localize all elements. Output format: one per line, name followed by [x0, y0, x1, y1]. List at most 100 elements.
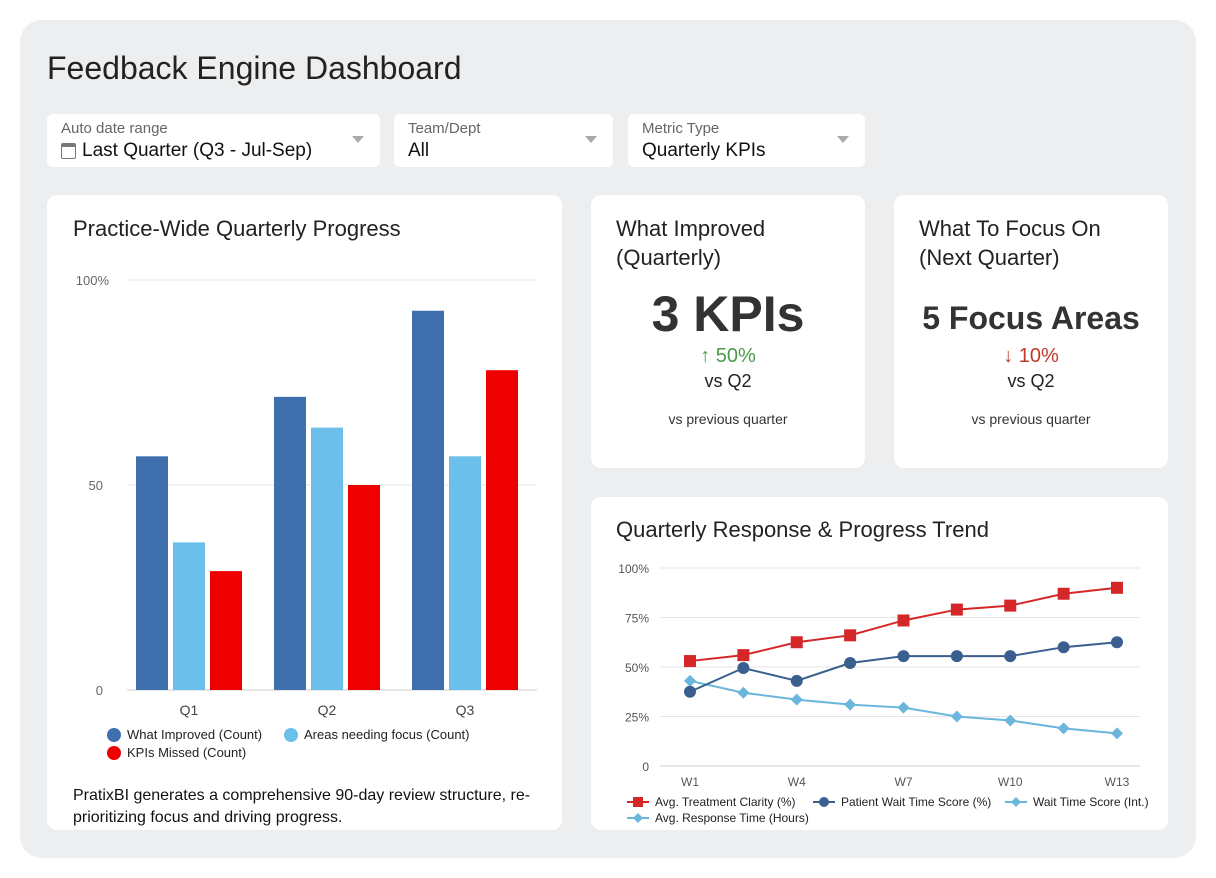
bar: [449, 456, 481, 690]
bar: [210, 571, 242, 690]
legend-item-what-improved: What Improved (Count): [107, 727, 262, 742]
legend-swatch: [284, 727, 298, 742]
data-point: [1057, 587, 1070, 600]
data-point: [1057, 722, 1070, 735]
legend-item-patient-wait: Patient Wait Time Score (%): [813, 795, 991, 809]
team-dept-label: Team/Dept: [408, 120, 481, 137]
description-text: PratixBI generates a comprehensive 90-da…: [73, 787, 531, 826]
card-title: What Improved (Quarterly): [616, 216, 766, 270]
x-tick-label: Q3: [456, 702, 475, 718]
y-tick-label: 100%: [76, 273, 110, 288]
line-chart: 0 25% 50% 75% 100% W1 W4 W7 W10 W13: [618, 562, 1140, 789]
data-point: [897, 650, 910, 663]
legend-swatch: [107, 745, 121, 760]
x-tick-label: W13: [1105, 775, 1130, 789]
kpi-note: vs previous quarter: [668, 411, 788, 427]
legend-swatch: [627, 797, 649, 807]
team-dept-dropdown[interactable]: Team/Dept All: [394, 114, 613, 167]
data-point: [737, 686, 750, 699]
card-title: What To Focus On (Next Quarter): [919, 216, 1101, 270]
legend-item-wait-time-int: Wait Time Score (Int.): [1005, 795, 1149, 809]
x-tick-label: Q2: [318, 702, 337, 718]
chevron-down-icon: [352, 136, 364, 143]
data-point: [790, 693, 803, 706]
legend-label: What Improved (Count): [127, 727, 263, 742]
calendar-icon: [61, 143, 76, 159]
data-point: [950, 603, 963, 616]
x-tick-label: W1: [681, 775, 699, 789]
legend-item-areas-focus: Areas needing focus (Count): [284, 727, 469, 742]
data-point: [897, 701, 910, 714]
y-tick-label: 75%: [625, 612, 649, 626]
bar-chart-title: Practice-Wide Quarterly Progress: [73, 216, 401, 241]
kpi-delta: ↑ 50%: [700, 345, 756, 367]
data-point: [684, 674, 696, 687]
team-dept-value: All: [408, 140, 430, 161]
data-point: [1004, 714, 1017, 727]
metric-type-value: Quarterly KPIs: [642, 140, 766, 161]
data-point: [1004, 599, 1017, 612]
legend-swatch: [813, 797, 835, 807]
kpi-delta: ↓ 10%: [1003, 345, 1059, 367]
line-chart-title: Quarterly Response & Progress Trend: [616, 517, 989, 542]
kpi-vs: vs Q2: [1007, 371, 1055, 391]
kpi-vs: vs Q2: [704, 371, 752, 391]
metric-type-dropdown[interactable]: Metric Type Quarterly KPIs: [628, 114, 865, 167]
bar: [136, 456, 168, 690]
chevron-down-icon: [585, 136, 597, 143]
what-improved-card: What Improved (Quarterly) 3 KPIs ↑ 50% vs…: [591, 195, 865, 468]
data-point: [684, 655, 696, 668]
data-point: [790, 636, 803, 649]
date-range-label: Auto date range: [61, 120, 168, 137]
data-point: [1111, 636, 1123, 649]
legend-label: Patient Wait Time Score (%): [841, 795, 992, 809]
data-point: [684, 685, 696, 698]
x-tick-label: W10: [998, 775, 1023, 789]
y-tick-label: 0: [642, 760, 649, 774]
legend-item-kpis-missed: KPIs Missed (Count): [107, 745, 246, 760]
bar: [486, 370, 518, 690]
legend-swatch: [1005, 797, 1027, 807]
data-point: [844, 698, 857, 711]
y-tick-label: 100%: [618, 562, 649, 576]
legend-label: Avg. Response Time (Hours): [655, 811, 809, 825]
data-point: [1111, 581, 1123, 594]
kpi-value: 3 KPIs: [651, 286, 805, 342]
date-range-dropdown[interactable]: Auto date range Last Quarter (Q3 - Jul-S…: [47, 114, 380, 167]
legend-label: Avg. Treatment Clarity (%): [655, 795, 796, 809]
legend-item-response-time: Avg. Response Time (Hours): [627, 811, 809, 825]
data-point: [737, 661, 750, 674]
legend-label: Areas needing focus (Count): [304, 727, 470, 742]
legend-label: KPIs Missed (Count): [127, 745, 247, 760]
data-point: [737, 649, 750, 662]
data-point: [844, 657, 857, 670]
focus-card: What To Focus On (Next Quarter) 5 Focus A…: [894, 195, 1168, 468]
page-title: Feedback Engine Dashboard: [47, 50, 462, 86]
line-chart-card: Quarterly Response & Progress Trend 0 25%…: [591, 497, 1168, 830]
legend-swatch: [107, 727, 121, 742]
data-point: [790, 674, 803, 687]
y-tick-label: 50%: [625, 661, 649, 675]
bar: [348, 485, 380, 690]
y-tick-label: 25%: [625, 711, 649, 725]
data-point: [1111, 727, 1123, 740]
data-point: [897, 614, 910, 627]
data-point: [1004, 650, 1017, 663]
y-tick-label: 50: [89, 478, 103, 493]
data-point: [950, 650, 963, 663]
metric-type-label: Metric Type: [642, 120, 720, 137]
bar-chart-card: Practice-Wide Quarterly Progress 0 50 100%…: [47, 195, 562, 830]
x-tick-label: Q1: [180, 702, 199, 718]
data-point: [1057, 641, 1070, 654]
date-range-value: Last Quarter (Q3 - Jul-Sep): [82, 140, 313, 161]
kpi-note: vs previous quarter: [971, 411, 1091, 427]
bar: [412, 310, 444, 690]
data-point: [844, 629, 857, 642]
x-tick-label: W4: [788, 775, 806, 789]
legend-label: Wait Time Score (Int.): [1033, 795, 1149, 809]
kpi-value: 5 Focus Areas: [922, 300, 1140, 336]
y-tick-label: 0: [96, 683, 103, 698]
chevron-down-icon: [837, 136, 849, 143]
data-point: [950, 710, 963, 723]
bar-chart: 0 50 100% Q1 Q2 Q3: [76, 273, 537, 718]
